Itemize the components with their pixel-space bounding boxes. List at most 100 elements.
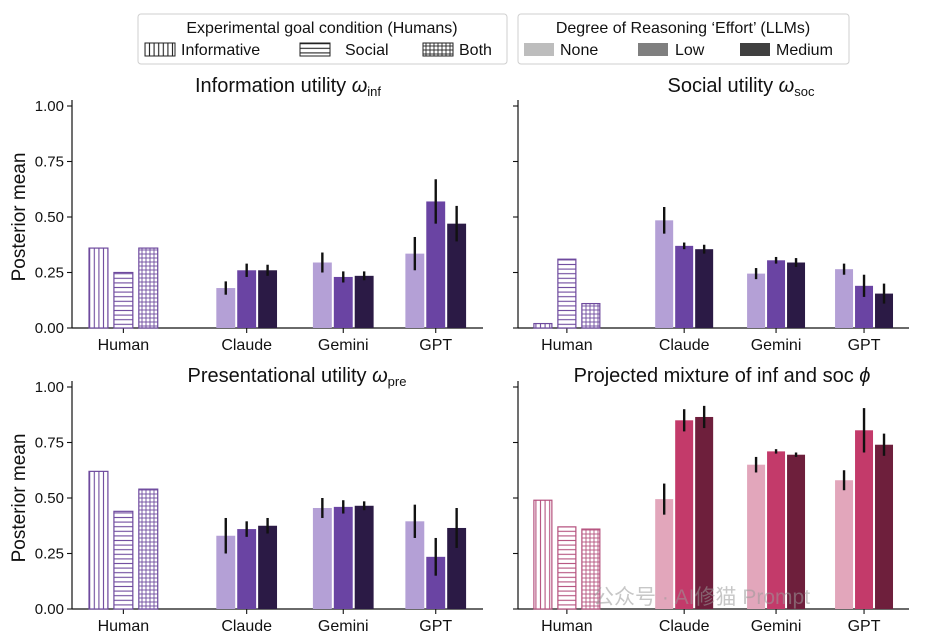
subplot-title-social: Social utility ωsoc xyxy=(668,75,815,99)
bar-gpt-none xyxy=(835,480,854,609)
x-tick-label-claude: Claude xyxy=(221,337,272,354)
x-tick-label-gpt: GPT xyxy=(419,618,452,634)
x-tick-label-human: Human xyxy=(98,337,150,354)
subplot-title-presentational-text: Presentational utility xyxy=(188,365,367,387)
bar-gemini-medium xyxy=(787,262,806,328)
y-tick-label: 0.75 xyxy=(35,154,64,171)
y-tick-label: 0.50 xyxy=(35,490,64,507)
y-tick-label: 0.50 xyxy=(35,209,64,226)
legend-label-none: None xyxy=(560,42,598,59)
bar-human-both xyxy=(138,247,159,329)
legend-swatch-low xyxy=(638,43,668,56)
bar-human-both xyxy=(581,528,601,610)
bar-human-informative xyxy=(88,470,109,610)
legend-swatch-both xyxy=(422,42,454,57)
bar-gpt-medium xyxy=(447,527,467,609)
subplot-1: Human Claude Gemini GPT xyxy=(513,100,909,354)
bar-claude-none xyxy=(216,288,236,328)
bar-human-social xyxy=(557,526,577,610)
bar-claude-medium xyxy=(695,416,714,609)
legend-llms-title: Degree of Reasoning ‘Effort’ (LLMs) xyxy=(556,20,810,37)
subplot-title-information: Information utility ωinf xyxy=(195,75,381,99)
subplot-title-mixture-symbol: ϕ xyxy=(859,365,870,387)
bar-gpt-low xyxy=(855,285,874,328)
bar-human-both xyxy=(581,302,601,329)
x-tick-label-claude: Claude xyxy=(659,337,710,354)
bar-claude-none xyxy=(655,220,674,328)
bar-gemini-low xyxy=(333,506,353,609)
x-tick-label-gpt: GPT xyxy=(848,337,881,354)
legend-swatch-social xyxy=(299,42,331,57)
bar-claude-none xyxy=(216,535,236,609)
subplot-title-information-symbol: ω xyxy=(352,75,368,97)
legend-swatch-medium xyxy=(740,43,770,56)
x-tick-label-claude: Claude xyxy=(659,618,710,634)
subplot-title-mixture: Projected mixture of inf and soc ϕ xyxy=(574,365,871,387)
x-tick-label-gpt: GPT xyxy=(419,337,452,354)
x-tick-label-human: Human xyxy=(98,618,150,634)
bar-human-social xyxy=(113,271,134,329)
y-axis-label-top: Posterior mean xyxy=(9,153,30,282)
y-tick-label: 0.00 xyxy=(35,320,64,337)
x-tick-label-gemini: Gemini xyxy=(318,337,369,354)
x-tick-label-human: Human xyxy=(541,618,593,634)
x-tick-label-gemini: Gemini xyxy=(751,337,802,354)
y-tick-label: 1.00 xyxy=(35,98,64,115)
y-tick-label: 1.00 xyxy=(35,379,64,396)
legend-label-both: Both xyxy=(459,42,492,59)
bar-gemini-medium xyxy=(354,505,374,609)
x-tick-label-human: Human xyxy=(541,337,593,354)
y-axis-label-bottom: Posterior mean xyxy=(9,434,30,563)
bar-gemini-none xyxy=(312,507,332,609)
bar-claude-medium xyxy=(695,249,714,328)
bar-claude-medium xyxy=(258,270,278,328)
bar-gpt-medium xyxy=(875,444,894,609)
legend-humans-frame xyxy=(137,13,508,65)
legend-label-social: Social xyxy=(345,42,389,59)
bar-claude-low xyxy=(675,420,694,609)
watermark: 公众号 · AI修猫 Prompt xyxy=(593,586,810,609)
bar-human-informative xyxy=(88,247,109,329)
legend-label-informative: Informative xyxy=(181,42,260,59)
subplot-2: 0.00 0.25 0.50 0.75 1.00 Human Claude Gemini GPT xyxy=(35,379,483,635)
bar-gpt-medium xyxy=(447,223,467,328)
bar-gpt-low xyxy=(426,201,446,328)
bar-gemini-none xyxy=(312,262,332,328)
x-tick-label-gemini: Gemini xyxy=(751,618,802,634)
y-tick-label: 0.25 xyxy=(35,265,64,282)
subplot-title-information-subscript: inf xyxy=(367,84,381,99)
bar-gpt-medium xyxy=(875,293,894,328)
subplot-title-social-symbol: ω xyxy=(779,75,795,97)
bar-claude-low xyxy=(237,529,257,609)
y-tick-label: 0.00 xyxy=(35,601,64,618)
bar-gemini-medium xyxy=(787,454,806,609)
bar-gpt-none xyxy=(405,521,425,609)
bar-gpt-low xyxy=(855,430,874,609)
legend-swatch-informative xyxy=(144,42,176,57)
bar-human-informative xyxy=(533,499,553,610)
x-tick-label-gemini: Gemini xyxy=(318,618,369,634)
legend-label-low: Low xyxy=(675,42,705,59)
bar-gpt-low xyxy=(426,556,446,609)
bar-claude-low xyxy=(237,270,257,328)
legend-label-medium: Medium xyxy=(776,42,833,59)
subplot-title-mixture-text: Projected mixture of inf and soc xyxy=(574,365,854,387)
bar-human-social xyxy=(557,258,577,329)
subplot-title-information-text: Information utility xyxy=(195,75,346,97)
bar-gpt-none xyxy=(405,253,425,328)
subplot-title-presentational-subscript: pre xyxy=(388,374,407,389)
bar-human-informative xyxy=(533,322,553,329)
subplot-title-presentational-symbol: ω xyxy=(372,365,388,387)
legend-humans-title: Experimental goal condition (Humans) xyxy=(186,20,457,37)
bar-gemini-none xyxy=(747,464,766,609)
bar-gpt-none xyxy=(835,269,854,328)
legend-humans: Experimental goal condition (Humans) Inf… xyxy=(137,13,508,65)
bar-claude-none xyxy=(655,499,674,609)
bar-claude-medium xyxy=(258,525,278,609)
subplot-title-presentational: Presentational utility ωpre xyxy=(188,365,407,389)
subplot-title-social-text: Social utility xyxy=(668,75,774,97)
bar-claude-low xyxy=(675,245,694,328)
bar-human-social xyxy=(113,510,134,610)
